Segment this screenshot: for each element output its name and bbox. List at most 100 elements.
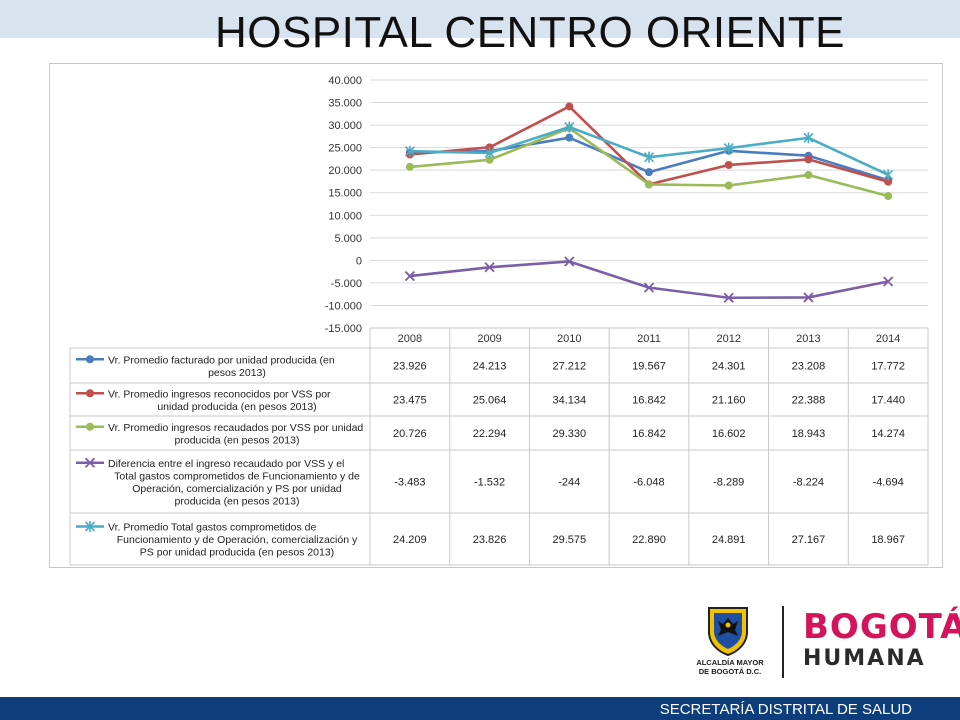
table-cell-value: 23.826 <box>473 534 507 546</box>
y-tick-label: -15.000 <box>325 323 362 335</box>
table-cell-value: 29.575 <box>552 534 586 546</box>
data-point <box>565 102 574 111</box>
data-point <box>883 169 894 181</box>
data-point <box>484 147 495 159</box>
data-point <box>804 155 813 164</box>
data-point <box>564 256 575 267</box>
legend-marker <box>84 457 96 468</box>
table-cell-value: 18.967 <box>871 534 905 546</box>
table-cell-value: -8.289 <box>713 477 744 489</box>
table-cell-value: 22.294 <box>473 428 507 440</box>
x-tick-label: 2010 <box>557 333 581 345</box>
table-cell-value: -3.483 <box>394 477 425 489</box>
data-point <box>643 151 655 163</box>
legend-label: pesos 2013) <box>208 367 266 379</box>
table-cell-value: 14.274 <box>871 428 905 440</box>
legend-label: Vr. Promedio Total gastos comprometidos … <box>108 522 317 534</box>
bogota-logo: ALCALDÍA MAYOR DE BOGOTÁ D.C. BOGOTÁ HUM… <box>685 600 960 682</box>
data-point <box>645 168 653 177</box>
footer-bar: SECRETARÍA DISTRITAL DE SALUD <box>0 697 960 720</box>
data-point <box>404 270 415 282</box>
table-cell-value: 16.602 <box>712 428 746 440</box>
legend-label: Funcionamiento y de Operación, comercial… <box>117 534 358 546</box>
table-cell-value: 17.772 <box>871 361 905 373</box>
top-band <box>0 0 960 38</box>
y-tick-label: 10.000 <box>328 210 362 222</box>
legend-label: Total gastos comprometidos de Funcionami… <box>114 470 360 482</box>
table-cell-value: -244 <box>558 477 580 489</box>
legend-label: Vr. Promedio ingresos reconocidos por VS… <box>108 388 331 400</box>
line-chart-with-data-table: 40.000 35.000 30.000 25.000 20.000 15.000 10.0… <box>69 75 929 566</box>
legend-label: Vr. Promedio ingresos recaudados por VSS… <box>108 422 363 434</box>
y-tick-label: 25.000 <box>328 143 362 155</box>
data-point <box>404 145 415 157</box>
table-cell-value: 16.842 <box>632 428 666 440</box>
data-point <box>883 276 894 287</box>
alcaldia-line-1: ALCALDÍA MAYOR <box>696 658 764 667</box>
table-cell-value: 27.167 <box>792 534 826 546</box>
legend-marker <box>84 521 96 532</box>
table-cell-value: 22.388 <box>792 395 826 407</box>
y-tick-label: -5.000 <box>331 278 362 290</box>
data-point <box>485 155 494 164</box>
data-point <box>484 262 495 273</box>
table-cell-value: 24.209 <box>393 534 427 546</box>
data-point <box>884 177 893 186</box>
table-cell-value: 34.134 <box>552 395 586 407</box>
legend-label: Vr. Promedio facturado por unidad produc… <box>108 354 335 366</box>
x-tick-label: 2013 <box>796 333 820 345</box>
legend-marker <box>86 422 94 431</box>
data-point <box>724 181 733 190</box>
legend-label: PS por unidad producida (en pesos 2013) <box>140 547 334 559</box>
logo-divider <box>782 606 784 678</box>
data-point <box>804 170 813 179</box>
y-tick-label: 35.000 <box>328 98 362 110</box>
data-point <box>405 162 414 171</box>
data-point <box>643 282 655 293</box>
x-tick-label: 2012 <box>716 333 740 345</box>
data-point <box>884 192 893 201</box>
data-point <box>723 142 734 154</box>
legend-label: producida (en pesos 2013) <box>175 495 300 507</box>
x-tick-label: 2014 <box>876 333 900 345</box>
table-cell-value: 29.330 <box>552 428 586 440</box>
y-tick-label: 15.000 <box>328 188 362 200</box>
table-cell-value: 22.890 <box>632 534 666 546</box>
table-cell-value: 20.726 <box>393 428 427 440</box>
table-cell-value: -1.532 <box>474 477 505 489</box>
footer-text: SECRETARÍA DISTRITAL DE SALUD <box>659 701 912 718</box>
y-tick-label: 40.000 <box>328 75 362 87</box>
x-tick-label: 2009 <box>477 333 501 345</box>
table-cell-value: -8.224 <box>793 477 824 489</box>
table-cell-value: 17.440 <box>871 395 905 407</box>
table-cell-value: 18.943 <box>792 428 826 440</box>
y-tick-label: 5.000 <box>334 233 362 245</box>
bogota-crest-icon <box>708 607 748 656</box>
alcaldia-label: ALCALDÍA MAYOR DE BOGOTÁ D.C. <box>685 658 775 676</box>
data-point <box>485 143 494 152</box>
data-point <box>724 160 733 169</box>
chart-frame: 40.000 35.000 30.000 25.000 20.000 15.000 10.0… <box>49 63 943 568</box>
y-tick-label: 0 <box>356 255 362 267</box>
table-cell-value: 19.567 <box>632 361 666 373</box>
table-cell-value: 24.213 <box>473 361 507 373</box>
y-tick-label: 30.000 <box>328 120 362 132</box>
table-cell-value: 16.842 <box>632 395 666 407</box>
table-cell-value: 21.160 <box>712 395 746 407</box>
legend-marker <box>86 389 94 398</box>
y-tick-label: -10.000 <box>325 300 362 312</box>
table-cell-value: 23.926 <box>393 361 427 373</box>
brand-bogota: BOGOTÁ <box>803 607 960 647</box>
table-cell-value: -6.048 <box>633 477 664 489</box>
table-cell-value: 27.212 <box>552 361 586 373</box>
legend-label: unidad producida (en pesos 2013) <box>157 401 316 413</box>
data-point <box>723 292 734 303</box>
alcaldia-line-2: DE BOGOTÁ D.C. <box>698 667 762 676</box>
table-cell-value: 25.064 <box>473 395 507 407</box>
y-tick-label: 20.000 <box>328 165 362 177</box>
series-line <box>409 260 889 300</box>
legend-marker <box>86 355 94 364</box>
legend-label: producida (en pesos 2013) <box>175 434 300 446</box>
legend-label: Diferencia entre el ingreso recaudado po… <box>108 458 344 470</box>
page-title: HOSPITAL CENTRO ORIENTE <box>214 8 845 57</box>
